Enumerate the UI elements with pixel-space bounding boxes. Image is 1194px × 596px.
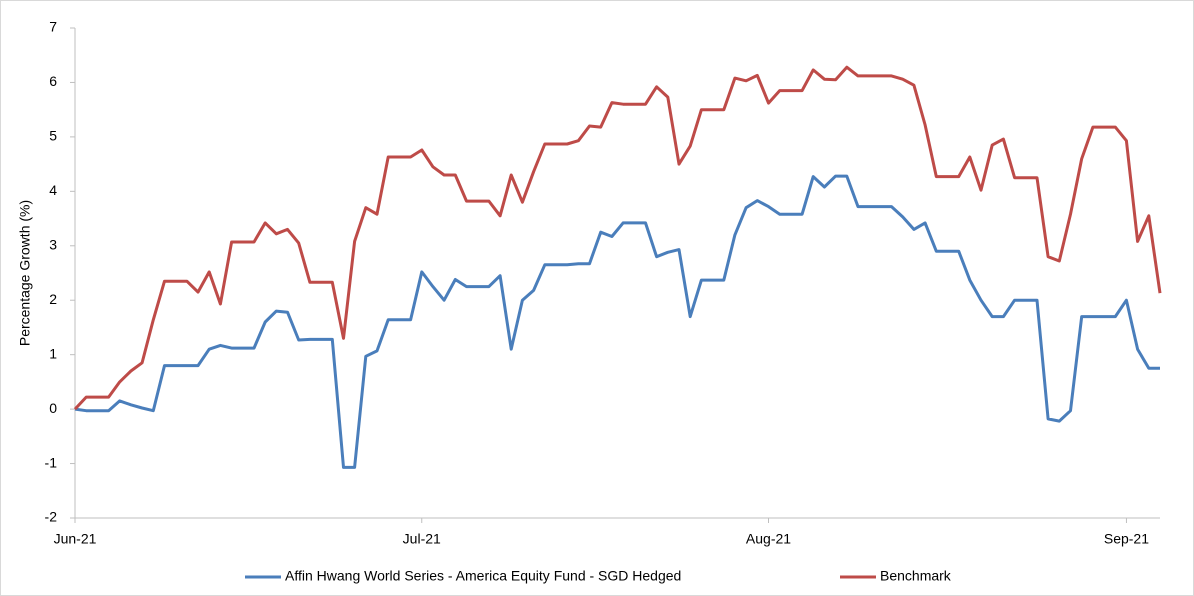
y-tick-label: -1 <box>45 454 58 470</box>
x-tick-label: Jun-21 <box>54 531 97 547</box>
y-tick-label: 6 <box>49 73 57 89</box>
y-tick-label: -2 <box>45 509 58 525</box>
x-tick-label: Sep-21 <box>1104 531 1149 547</box>
y-tick-label: 3 <box>49 236 57 252</box>
legend-label: Affin Hwang World Series - America Equit… <box>285 568 681 584</box>
series-line <box>74 174 1160 469</box>
legend-label: Benchmark <box>880 568 952 584</box>
y-tick-label: 0 <box>49 400 57 416</box>
y-axis-label: Percentage Growth (%) <box>17 200 33 346</box>
y-tick-label: 7 <box>49 19 57 35</box>
series-line <box>73 65 1162 411</box>
y-tick-label: 5 <box>49 128 57 144</box>
y-tick-label: 1 <box>49 345 57 361</box>
y-tick-label: 2 <box>49 291 57 307</box>
y-tick-label: 4 <box>49 182 57 198</box>
x-tick-label: Jul-21 <box>403 531 441 547</box>
x-tick-label: Aug-21 <box>746 531 791 547</box>
